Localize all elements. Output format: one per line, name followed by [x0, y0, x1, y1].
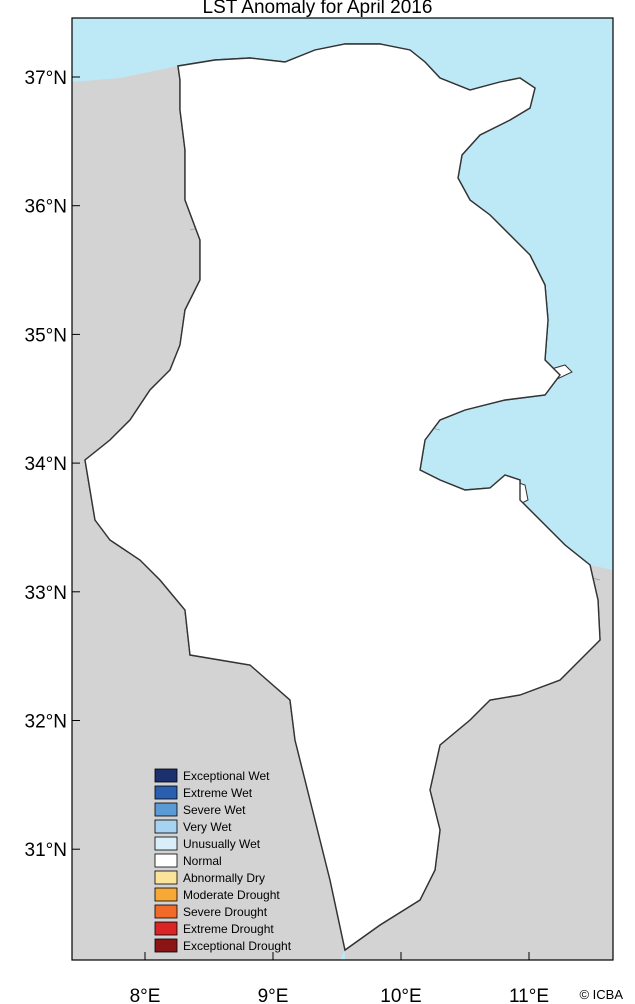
legend-swatch: [154, 836, 178, 851]
credit-text: © ICBA: [579, 987, 623, 1002]
map-frame: [71, 17, 614, 961]
legend-swatch: [154, 904, 178, 919]
lon-tick-label: 11°E: [509, 986, 549, 1004]
legend-label: Very Wet: [183, 820, 232, 834]
lat-tick-label: 31°N: [25, 840, 67, 861]
lon-tick-label: 8°E: [130, 986, 161, 1004]
legend-swatch: [154, 853, 178, 868]
legend-swatch: [154, 785, 178, 800]
lat-tick-label: 32°N: [25, 712, 67, 733]
legend-label: Severe Drought: [183, 905, 268, 919]
legend-label: Exceptional Drought: [183, 939, 292, 953]
legend-label: Severe Wet: [183, 803, 246, 817]
longitude-axis: 8°E 9°E 10°E 11°E: [130, 952, 549, 1004]
map-title: LST Anomaly for April 2016: [202, 0, 433, 18]
lat-tick-label: 34°N: [25, 454, 67, 475]
legend-label: Extreme Wet: [183, 786, 253, 800]
legend-label: Exceptional Wet: [183, 769, 270, 783]
legend-swatch: [154, 768, 178, 783]
legend-label: Unusually Wet: [183, 837, 261, 851]
legend-label: Extreme Drought: [183, 922, 274, 936]
legend-swatch: [154, 802, 178, 817]
legend-swatch: [154, 887, 178, 902]
legend-swatch: [154, 819, 178, 834]
lat-tick-label: 33°N: [25, 583, 67, 604]
legend-swatch: [154, 938, 178, 953]
latitude-axis: 37°N 36°N 35°N 34°N 33°N 32°N 31°N: [25, 68, 80, 861]
legend-label: Normal: [183, 854, 222, 868]
lon-tick-label: 9°E: [258, 986, 289, 1004]
land-libya: [345, 565, 613, 960]
legend-label: Moderate Drought: [183, 888, 280, 902]
legend-swatch: [154, 921, 178, 936]
land-algeria: [72, 66, 345, 960]
legend-label: Abnormally Dry: [183, 871, 265, 885]
lat-tick-label: 36°N: [25, 197, 67, 218]
lat-tick-label: 35°N: [25, 325, 67, 346]
lat-tick-label: 37°N: [25, 68, 67, 89]
legend: Exceptional Wet Extreme Wet Severe Wet Very…: [154, 768, 292, 953]
lon-tick-label: 10°E: [380, 986, 421, 1004]
legend-swatch: [154, 870, 178, 885]
